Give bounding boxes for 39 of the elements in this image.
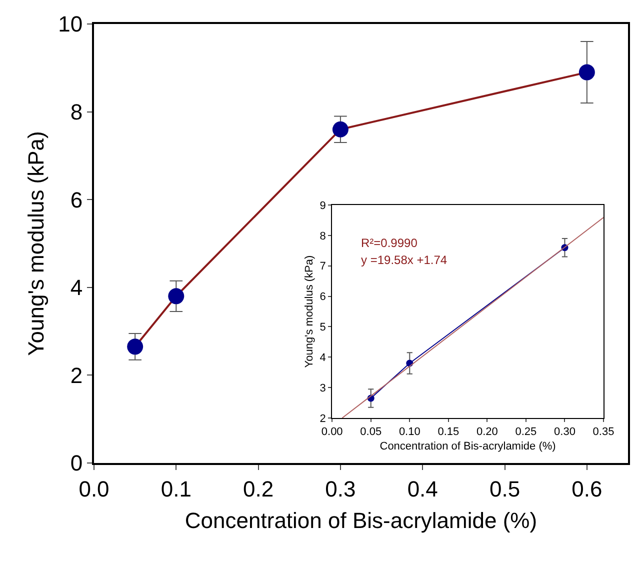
y-tick-label: 8 [320,230,326,242]
x-tick-label: 0.5 [489,476,520,502]
y-tick-label: 6 [320,291,326,304]
point [332,121,348,138]
x-tick-label: 0.20 [476,426,498,438]
annotation: R²=0.9990 [361,236,418,250]
y-tick-label: 4 [70,275,83,300]
x-tick-label: 0.00 [321,426,343,438]
y-tick-label: 9 [320,200,326,212]
y-axis-title: Young's modulus (kPa) [23,131,48,356]
x-tick-label: 0.10 [398,426,420,438]
point [168,288,184,304]
y-tick-label: 6 [70,187,83,212]
x-tick-label: 0.3 [325,476,356,502]
x-tick-label: 0.05 [360,426,382,438]
point [578,64,595,80]
x-axis-title: Concentration of Bis-acrylamide (%) [184,508,538,533]
y-tick-label: 2 [70,362,83,388]
x-tick-label: 0.35 [592,426,614,438]
y-tick-label: 10 [58,12,83,37]
y-tick-label: 2 [320,412,326,425]
annotation: y =19.58x +1.74 [361,253,448,267]
y-tick-label: 5 [320,322,326,334]
x-tick-label: 0.4 [407,476,438,502]
x-tick-label: 0.2 [243,476,274,502]
y-tick-label: 7 [320,260,326,273]
point [127,338,144,355]
y-tick-label: 0 [70,450,83,476]
y-tick-label: 3 [320,382,326,394]
y-axis-title: Young's modulus (kPa) [303,255,316,368]
x-tick-label: 0.15 [438,426,460,438]
y-tick-label: 8 [70,100,83,124]
x-tick-label: 0.25 [515,426,537,438]
x-tick-label: 0.6 [572,476,602,502]
x-tick-label: 0.0 [78,476,110,502]
x-axis-title: Concentration of Bis-acrylamide (%) [380,440,556,452]
x-tick-label: 0.1 [160,476,192,502]
x-tick-label: 0.30 [554,426,576,438]
y-tick-label: 4 [320,352,326,364]
